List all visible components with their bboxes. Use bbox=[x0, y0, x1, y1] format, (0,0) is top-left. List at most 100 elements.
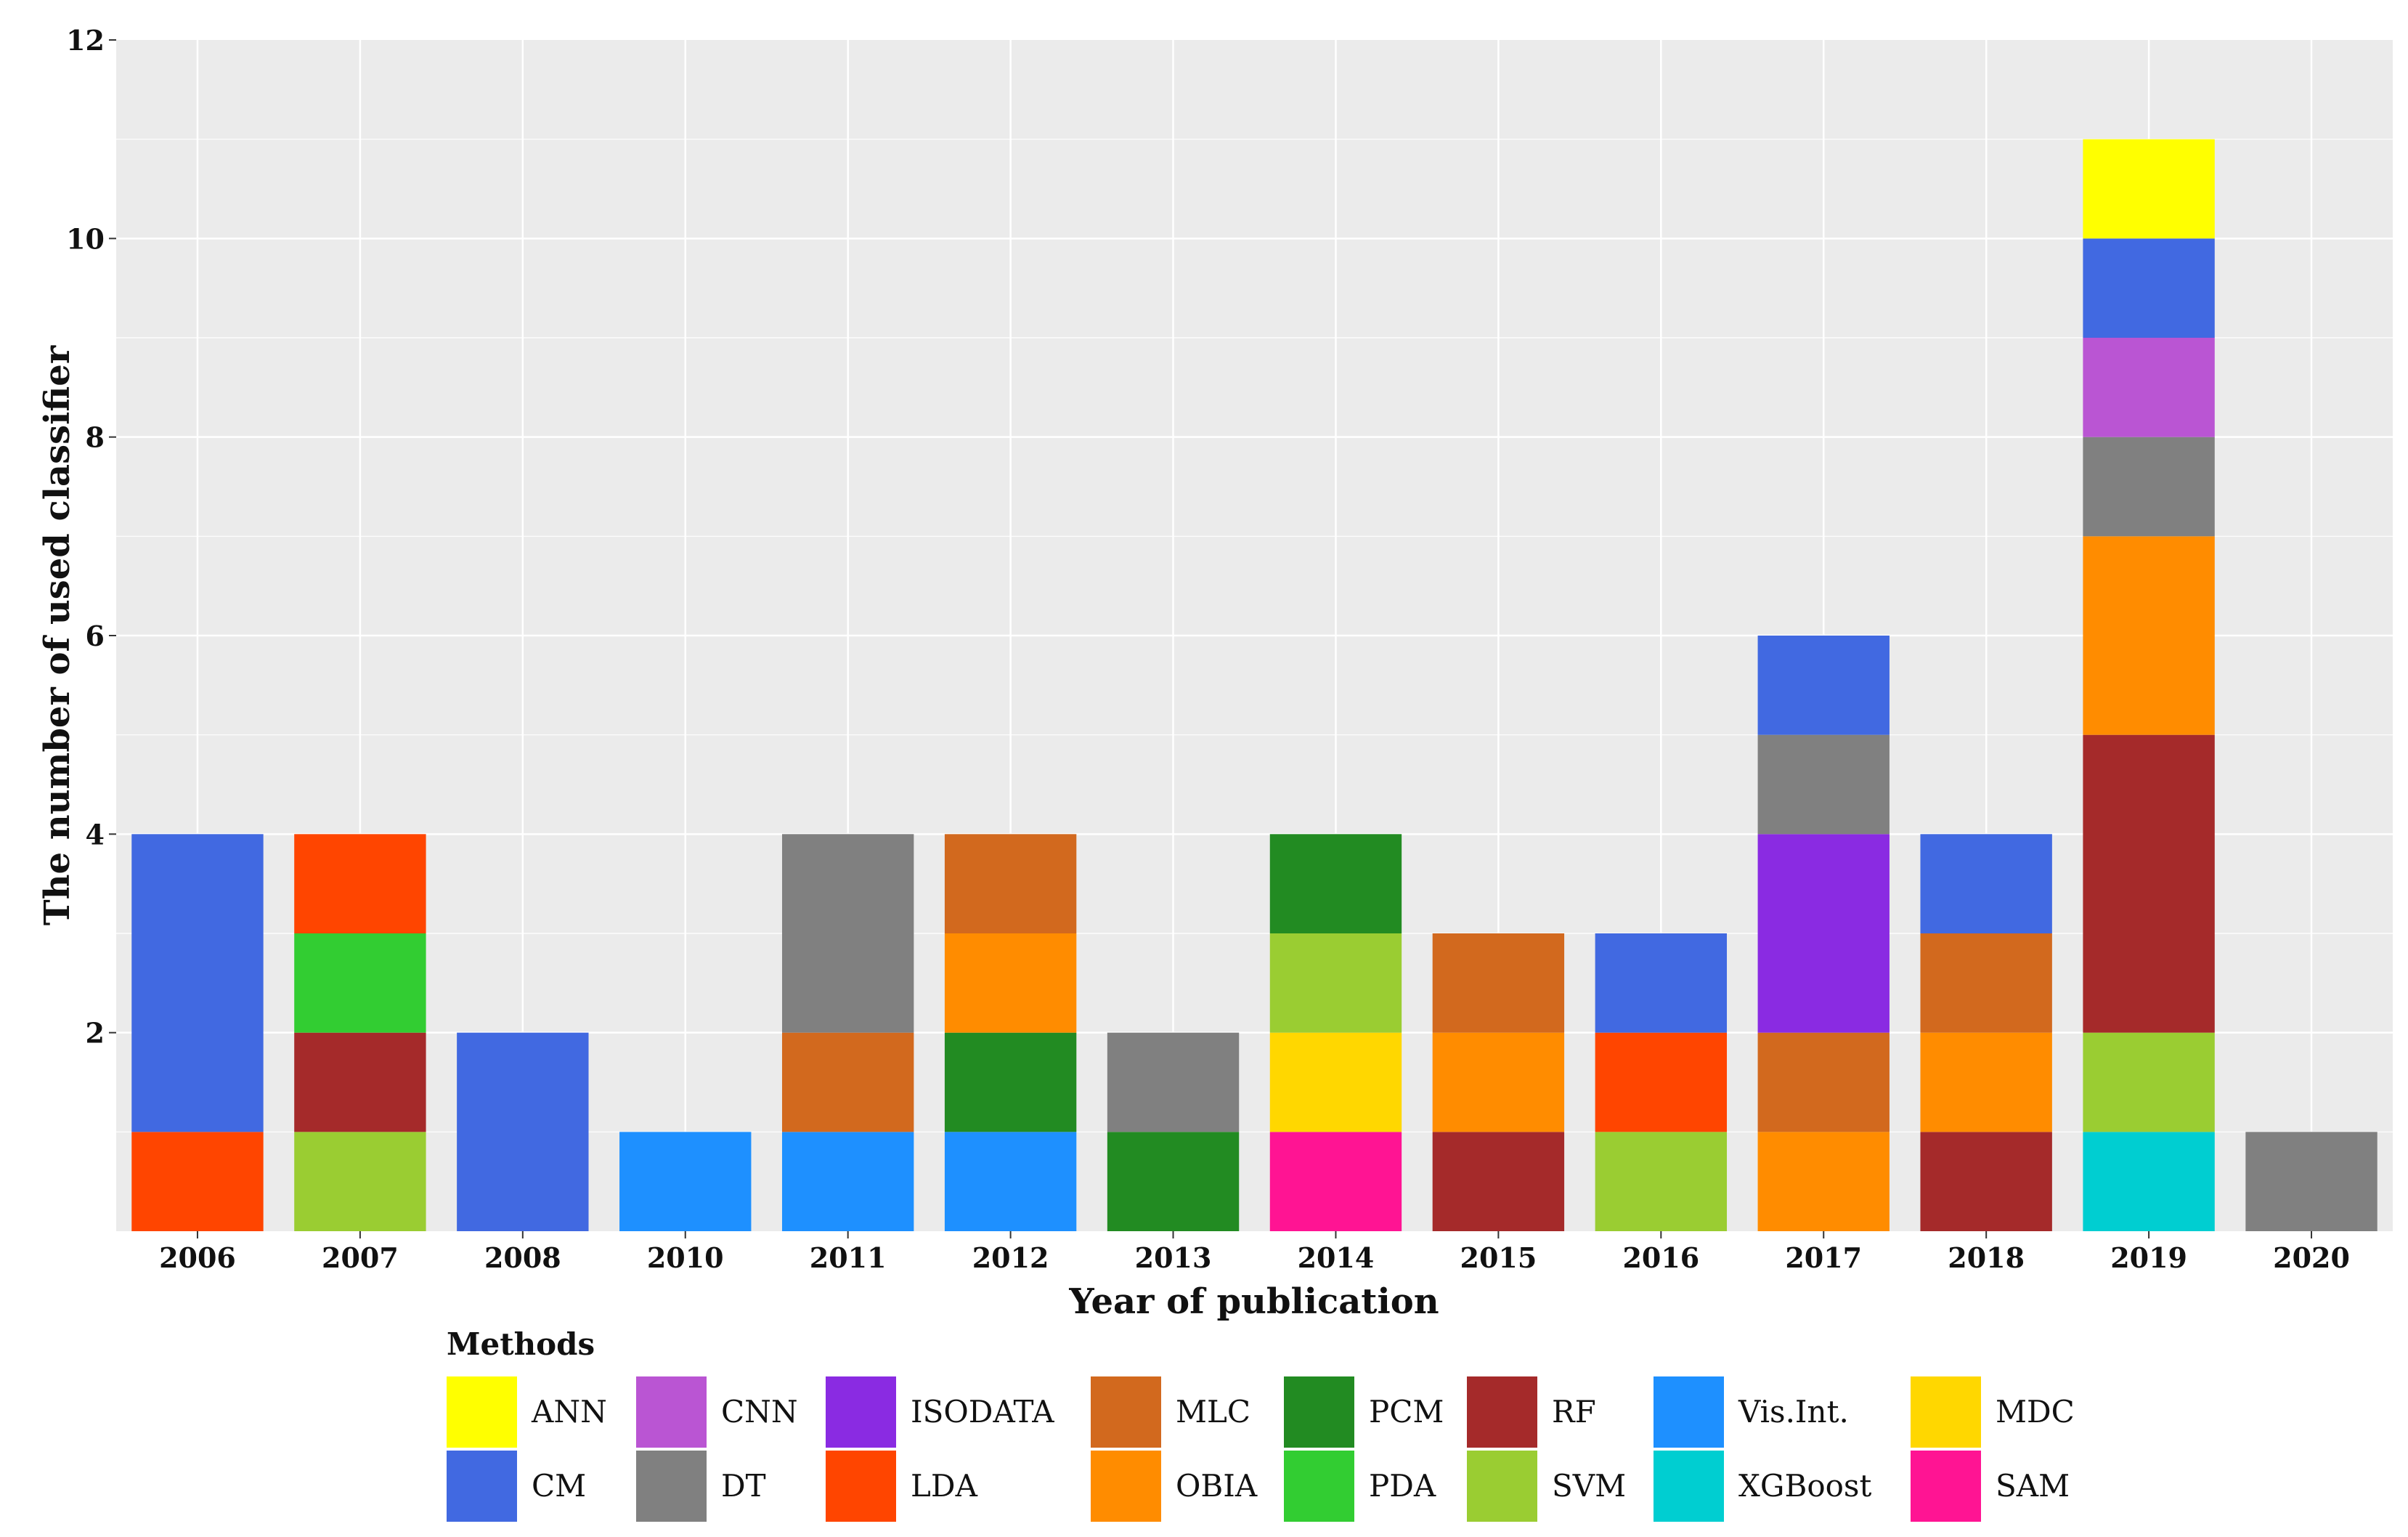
bar-2018-mlc bbox=[1920, 933, 2051, 1033]
bar-2013-pcm bbox=[1107, 1132, 1239, 1231]
legend-swatch-vis-int bbox=[1654, 1376, 1724, 1448]
legend-label-pcm: PCM bbox=[1369, 1394, 1444, 1429]
legend: ANN CM CNN DT ISODATA LDA MLC OBIA PCM PDA RF SVM Vi… bbox=[447, 1376, 2075, 1522]
y-tick-label-6: 6 bbox=[86, 620, 105, 652]
legend-swatch-svm bbox=[1467, 1451, 1537, 1522]
legend-label-rf: RF bbox=[1552, 1394, 1596, 1429]
legend-label-mlc: MLC bbox=[1176, 1394, 1250, 1429]
bar-2006-lda bbox=[131, 1132, 263, 1231]
x-tick-label-2014: 2014 bbox=[1298, 1241, 1375, 1274]
bar-2012-vis-int bbox=[945, 1132, 1076, 1231]
legend-label-cnn: CNN bbox=[721, 1394, 798, 1429]
bar-2011-vis-int bbox=[782, 1132, 914, 1231]
x-tick-label-2008: 2008 bbox=[484, 1241, 561, 1274]
legend-swatch-rf bbox=[1467, 1376, 1537, 1448]
legend-swatch-sam bbox=[1911, 1451, 1981, 1522]
bar-2011-mlc bbox=[782, 1033, 914, 1132]
bar-2013-dt bbox=[1107, 1033, 1239, 1132]
bar-2019-xgboost bbox=[2083, 1132, 2214, 1231]
legend-label-cm: CM bbox=[532, 1468, 586, 1504]
bar-2015-obia bbox=[1433, 1033, 1564, 1132]
legend-swatch-xgboost bbox=[1654, 1451, 1724, 1522]
x-tick-label-2019: 2019 bbox=[2110, 1241, 2187, 1274]
bar-2018-cm bbox=[1920, 834, 2051, 933]
legend-label-pda: PDA bbox=[1369, 1468, 1436, 1504]
x-tick-label-2010: 2010 bbox=[647, 1241, 724, 1274]
legend-label-isodata: ISODATA bbox=[911, 1394, 1054, 1429]
bar-2017-isodata bbox=[1758, 834, 1890, 1032]
y-axis-title: The number of used classifier bbox=[37, 345, 78, 925]
legend-label-ann: ANN bbox=[531, 1394, 607, 1429]
legend-swatch-mdc bbox=[1911, 1376, 1981, 1448]
bar-2016-cm bbox=[1595, 933, 1727, 1033]
bar-2015-mlc bbox=[1433, 933, 1564, 1033]
x-axis-title: Year of publication bbox=[1068, 1281, 1439, 1322]
bar-2019-rf bbox=[2083, 735, 2214, 1033]
bar-2018-rf bbox=[1920, 1132, 2051, 1231]
legend-label-mdc: MDC bbox=[1996, 1394, 2075, 1429]
legend-label-xgboost: XGBoost bbox=[1738, 1468, 1871, 1504]
legend-label-lda: LDA bbox=[911, 1468, 978, 1504]
legend-swatch-pda bbox=[1284, 1451, 1354, 1522]
bar-2017-dt bbox=[1758, 735, 1890, 835]
bar-2018-obia bbox=[1920, 1033, 2051, 1132]
bar-2019-dt bbox=[2083, 437, 2214, 537]
legend-swatch-mlc bbox=[1091, 1376, 1161, 1448]
bar-2016-svm bbox=[1595, 1132, 1727, 1231]
legend-label-obia: OBIA bbox=[1176, 1468, 1258, 1504]
bar-2019-obia bbox=[2083, 536, 2214, 734]
y-tick-label-12: 12 bbox=[66, 24, 105, 57]
legend-swatch-cnn bbox=[636, 1376, 707, 1448]
bar-2014-sam bbox=[1270, 1132, 1402, 1231]
x-tick-label-2011: 2011 bbox=[810, 1241, 887, 1274]
legend-swatch-obia bbox=[1091, 1451, 1161, 1522]
bar-2008-cm bbox=[457, 1033, 588, 1231]
x-tick-label-2006: 2006 bbox=[159, 1241, 236, 1274]
bar-2014-pcm bbox=[1270, 834, 1402, 933]
x-tick-label-2020: 2020 bbox=[2273, 1241, 2350, 1274]
stacked-bar-chart: 2 4 6 8 10 12 2006 2007 2008 2010 2011 2012 2013 2014… bbox=[0, 0, 2408, 1537]
bar-2010-vis-int bbox=[619, 1132, 751, 1231]
bar-2017-cm bbox=[1758, 636, 1890, 735]
legend-label-sam: SAM bbox=[1996, 1468, 2070, 1504]
y-tick-label-2: 2 bbox=[86, 1017, 105, 1050]
legend-label-dt: DT bbox=[721, 1468, 766, 1504]
bar-2012-obia bbox=[945, 933, 1076, 1033]
x-tick-label-2007: 2007 bbox=[322, 1241, 399, 1274]
legend-swatch-isodata bbox=[826, 1376, 896, 1448]
bar-2019-cnn bbox=[2083, 338, 2214, 437]
legend-swatch-lda bbox=[826, 1451, 896, 1522]
legend-swatch-dt bbox=[636, 1451, 707, 1522]
x-tick-label-2012: 2012 bbox=[972, 1241, 1049, 1274]
bar-2017-obia bbox=[1758, 1132, 1890, 1231]
x-tick-label-2018: 2018 bbox=[1948, 1241, 2025, 1274]
bar-2014-svm bbox=[1270, 933, 1402, 1033]
bar-2007-svm bbox=[294, 1132, 426, 1231]
x-tick-label-2017: 2017 bbox=[1785, 1241, 1862, 1274]
legend-swatch-pcm bbox=[1284, 1376, 1354, 1448]
x-tick-label-2015: 2015 bbox=[1460, 1241, 1537, 1274]
bar-2012-mlc bbox=[945, 834, 1076, 933]
legend-title: Methods bbox=[447, 1326, 595, 1362]
legend-swatch-ann bbox=[447, 1376, 517, 1448]
bar-2016-lda bbox=[1595, 1033, 1727, 1132]
bar-2011-dt bbox=[782, 834, 914, 1032]
bar-2019-svm bbox=[2083, 1033, 2214, 1132]
y-tick-label-8: 8 bbox=[86, 421, 105, 454]
legend-swatch-cm bbox=[447, 1451, 517, 1522]
legend-label-svm: SVM bbox=[1552, 1468, 1626, 1504]
bar-2007-pda bbox=[294, 933, 426, 1033]
bar-2012-pcm bbox=[945, 1033, 1076, 1132]
bar-2017-mlc bbox=[1758, 1033, 1890, 1132]
legend-label-vis-int: Vis.Int. bbox=[1738, 1394, 1849, 1429]
bar-2007-lda bbox=[294, 834, 426, 933]
bar-2020-dt bbox=[2245, 1132, 2377, 1231]
bar-2015-rf bbox=[1433, 1132, 1564, 1231]
bar-2014-mdc bbox=[1270, 1033, 1402, 1132]
bar-2007-rf bbox=[294, 1033, 426, 1132]
x-tick-label-2013: 2013 bbox=[1135, 1241, 1212, 1274]
bar-2019-cm bbox=[2083, 238, 2214, 338]
y-tick-label-4: 4 bbox=[86, 818, 105, 851]
y-tick-label-10: 10 bbox=[66, 222, 105, 255]
bar-2006-cm bbox=[131, 834, 263, 1132]
